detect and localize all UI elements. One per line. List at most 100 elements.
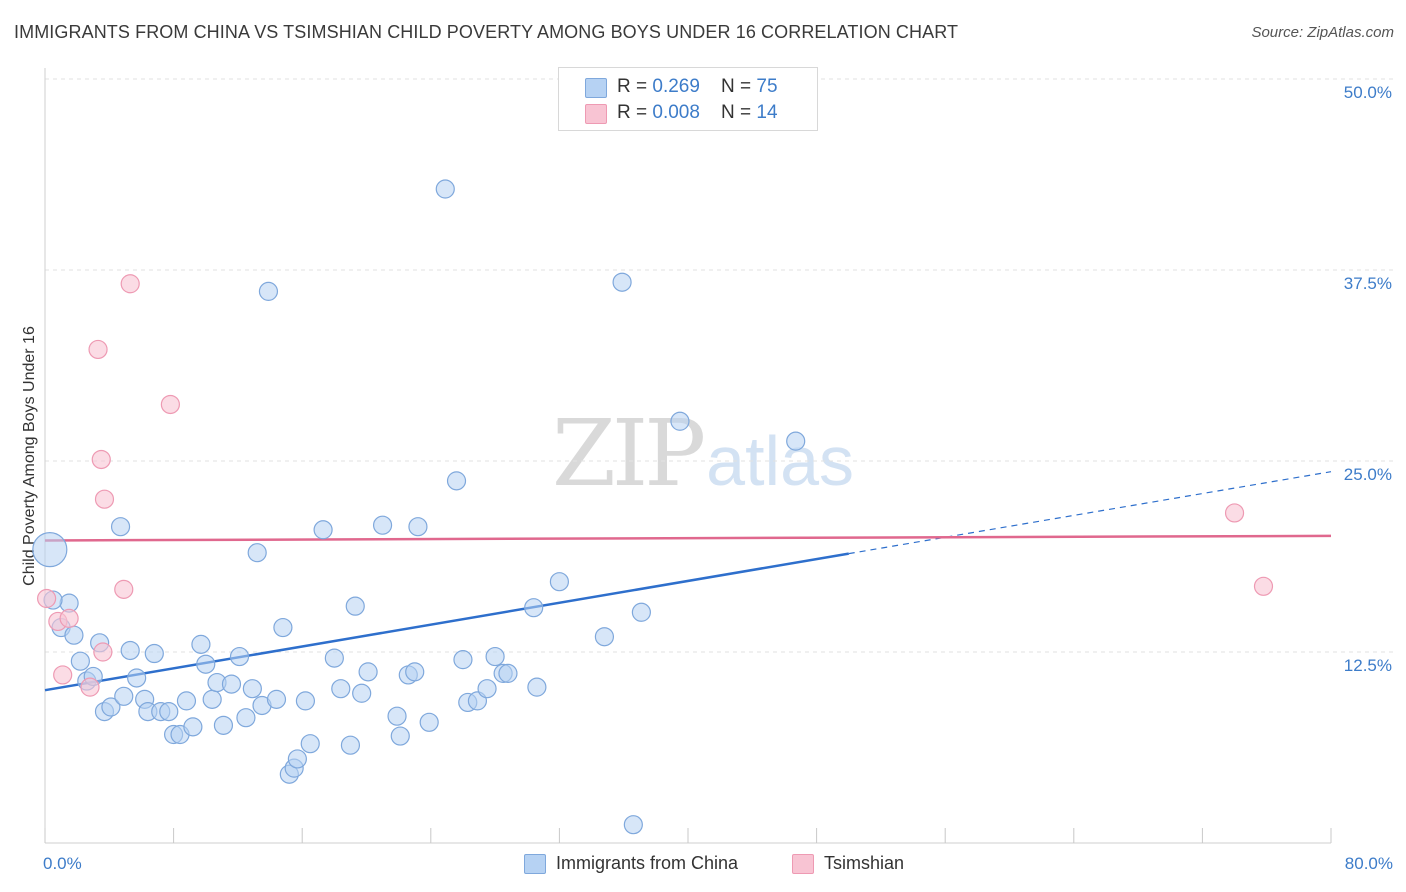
data-point-china: [405, 662, 425, 682]
data-point-china: [435, 179, 455, 199]
data-point-china: [485, 646, 505, 667]
legend-r-label: R =: [617, 76, 653, 97]
data-point-china: [221, 674, 242, 694]
data-points: [32, 179, 1274, 835]
data-point-china: [110, 517, 131, 537]
trend-lines: [44, 471, 1332, 692]
data-point-china: [498, 663, 518, 683]
data-point-china: [527, 677, 547, 697]
source-label: Source: ZipAtlas.com: [1251, 24, 1394, 41]
data-point-tsimshian: [120, 274, 140, 294]
data-point-china: [287, 749, 307, 769]
x-tick-label-min: 0.0%: [43, 854, 82, 873]
data-point-china: [32, 532, 68, 568]
legend-label-tsimshian: Tsimshian: [824, 853, 905, 873]
data-point-china: [236, 708, 256, 728]
y-tick-label: 25.0%: [1344, 465, 1392, 484]
data-point-china: [266, 689, 287, 709]
grid-lines: [45, 78, 1393, 653]
data-point-tsimshian: [93, 642, 113, 662]
data-point-china: [372, 515, 393, 535]
legend-n-label: N =: [721, 76, 757, 97]
legend-n-label: N =: [721, 102, 757, 123]
data-point-china: [477, 679, 497, 699]
legend-stats-china: R = 0.269 N = 75: [617, 76, 778, 98]
data-point-china: [159, 701, 179, 722]
data-point-china: [229, 646, 250, 667]
legend-n-value: 14: [756, 102, 778, 123]
data-point-tsimshian: [160, 394, 180, 415]
data-point-tsimshian: [88, 339, 108, 360]
data-point-china: [358, 662, 378, 682]
y-tick-label: 12.5%: [1344, 656, 1392, 675]
y-tick-label: 50.0%: [1344, 83, 1392, 102]
data-point-china: [387, 706, 407, 726]
legend-swatch-china: [585, 78, 607, 98]
data-point-china: [324, 648, 344, 668]
correlation-legend: R = 0.269 N = 75 R = 0.008 N = 14: [558, 67, 818, 131]
x-tick-label-max: 80.0%: [1345, 854, 1393, 873]
data-point-china: [408, 517, 428, 537]
data-point-tsimshian: [1224, 503, 1245, 523]
data-point-tsimshian: [91, 449, 111, 470]
data-point-china: [786, 431, 806, 451]
data-point-tsimshian: [37, 588, 57, 609]
data-point-china: [127, 668, 147, 688]
legend-swatch-china: [524, 854, 546, 874]
data-point-tsimshian: [1253, 576, 1274, 596]
data-point-china: [331, 679, 351, 699]
legend-n-value: 75: [756, 76, 778, 97]
legend-stats-tsimshian: R = 0.008 N = 14: [617, 102, 778, 124]
data-point-china: [313, 520, 333, 540]
data-point-tsimshian: [114, 579, 134, 599]
data-point-china: [670, 411, 690, 431]
data-point-china: [446, 471, 467, 491]
data-point-china: [300, 734, 320, 754]
data-point-china: [524, 598, 544, 618]
data-point-china: [176, 691, 197, 711]
data-point-china: [120, 640, 140, 661]
data-point-china: [295, 691, 316, 711]
axes: [44, 68, 1332, 844]
data-point-china: [273, 617, 293, 638]
data-point-china: [213, 715, 234, 735]
data-point-china: [352, 683, 372, 703]
legend-swatch-tsimshian: [792, 854, 814, 874]
data-point-china: [183, 717, 203, 737]
data-point-china: [594, 627, 615, 647]
data-point-china: [101, 697, 121, 717]
trend-line-china: [44, 552, 849, 692]
data-point-china: [549, 572, 570, 592]
data-point-china: [144, 643, 164, 664]
legend-r-value: 0.008: [652, 102, 700, 123]
data-point-china: [453, 650, 473, 670]
data-point-china: [202, 689, 222, 709]
data-point-china: [64, 625, 84, 645]
tick-labels: 12.5% 25.0% 37.5% 50.0% 0.0% 80.0%: [43, 83, 1393, 873]
data-point-china: [631, 602, 651, 622]
data-point-china: [114, 686, 134, 706]
data-point-china: [196, 654, 216, 674]
data-point-tsimshian: [59, 608, 79, 628]
data-point-china: [623, 815, 643, 835]
legend-r-label: R =: [617, 102, 653, 123]
data-point-china: [419, 712, 439, 732]
data-point-china: [345, 596, 365, 616]
legend-swatch-tsimshian: [585, 104, 607, 124]
data-point-tsimshian: [80, 677, 100, 697]
data-point-tsimshian: [94, 489, 115, 509]
trend-line-tsimshian: [44, 534, 1332, 542]
data-point-china: [70, 651, 90, 671]
y-tick-label: 37.5%: [1344, 274, 1392, 293]
data-point-china: [191, 634, 211, 654]
data-point-china: [247, 543, 267, 563]
data-point-china: [390, 726, 410, 746]
data-point-china: [612, 272, 632, 292]
trend-line-china-extension: [848, 471, 1332, 555]
chart-title: IMMIGRANTS FROM CHINA VS TSIMSHIAN CHILD…: [14, 22, 959, 42]
data-point-china: [340, 735, 361, 755]
data-point-china: [258, 281, 279, 301]
legend-r-value: 0.269: [652, 76, 700, 97]
data-point-china: [242, 679, 262, 699]
